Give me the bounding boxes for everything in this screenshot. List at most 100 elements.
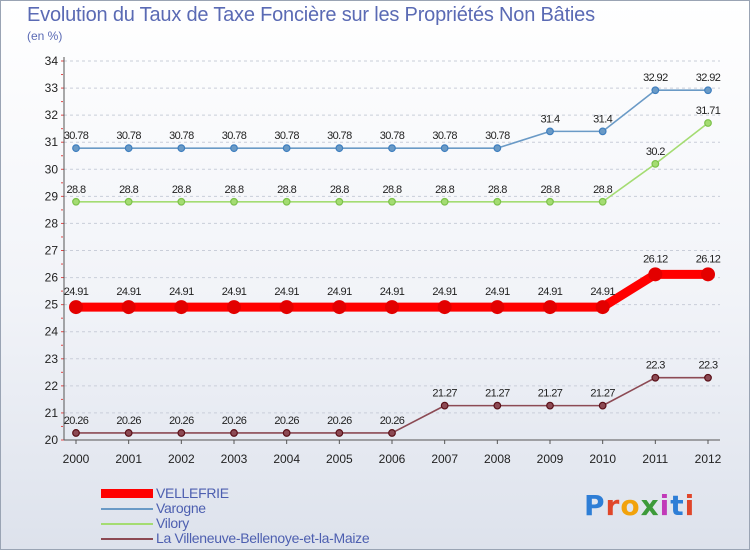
y-tick-label-31: 31 (45, 135, 59, 149)
point-varogne-2010 (598, 127, 607, 136)
logo-letter: P (584, 489, 606, 522)
point-varogne-2009 (546, 127, 554, 136)
point-vilory-2002 (177, 197, 186, 206)
y-tick-label-24: 24 (45, 325, 59, 339)
point-varogne-2003 (230, 144, 238, 153)
point-varogne-2000 (72, 144, 80, 153)
data-label-vellefrie-2006: 24.91 (380, 286, 405, 298)
x-tick-label-2005: 2005 (326, 452, 353, 466)
legend-swatch-vellefrie (101, 489, 153, 498)
point-vilory-2010 (598, 197, 607, 206)
data-label-la-villeneuve-bellenoye-et-la-maize-2007: 21.27 (432, 388, 457, 400)
point-la-villeneuve-bellenoye-et-la-maize-2009 (546, 401, 554, 410)
point-vellefrie-2005 (332, 300, 347, 315)
point-varogne-2005 (335, 144, 344, 153)
data-label-la-villeneuve-bellenoye-et-la-maize-2000: 20.26 (64, 415, 89, 427)
data-label-vilory-2004: 28.8 (277, 184, 296, 196)
logo-letter: i (684, 489, 696, 522)
x-tick-label-2009: 2009 (537, 452, 564, 466)
data-label-vellefrie-2007: 24.91 (432, 286, 457, 298)
point-varogne-2004 (282, 144, 291, 153)
point-varogne-2008 (493, 144, 502, 153)
x-tick-label-2010: 2010 (589, 452, 616, 466)
point-vellefrie-2002 (174, 300, 189, 315)
point-varogne-2002 (177, 144, 186, 153)
data-label-vilory-2011: 30.2 (646, 146, 665, 158)
data-label-la-villeneuve-bellenoye-et-la-maize-2006: 20.26 (380, 415, 405, 427)
logo-letter: i (659, 489, 671, 522)
point-varogne-2007 (440, 144, 449, 153)
data-label-vilory-2002: 28.8 (172, 184, 191, 196)
y-tick-label-23: 23 (45, 352, 59, 366)
y-tick-label-33: 33 (45, 81, 59, 95)
data-label-vilory-2005: 28.8 (330, 184, 349, 196)
x-tick-label-2012: 2012 (695, 452, 722, 466)
point-la-villeneuve-bellenoye-et-la-maize-2001 (124, 429, 133, 437)
legend-label-vellefrie: VELLEFRIE (156, 485, 229, 501)
point-vellefrie-2006 (385, 300, 399, 315)
point-vilory-2001 (124, 197, 133, 206)
data-label-la-villeneuve-bellenoye-et-la-maize-2002: 20.26 (169, 415, 194, 427)
data-label-vilory-2000: 28.8 (66, 184, 85, 196)
data-label-varogne-2010: 31.4 (593, 113, 612, 125)
legend-swatch-la-villeneuve (101, 538, 153, 540)
data-label-la-villeneuve-bellenoye-et-la-maize-2009: 21.27 (538, 388, 563, 400)
data-label-la-villeneuve-bellenoye-et-la-maize-2003: 20.26 (222, 415, 247, 427)
y-tick-label-22: 22 (45, 379, 59, 393)
point-vellefrie-2003 (227, 300, 241, 315)
data-label-la-villeneuve-bellenoye-et-la-maize-2012: 22.3 (698, 360, 717, 372)
y-tick-label-20: 20 (45, 433, 59, 447)
point-la-villeneuve-bellenoye-et-la-maize-2003 (230, 429, 238, 437)
data-label-vilory-2001: 28.8 (119, 184, 138, 196)
point-varogne-2001 (124, 144, 133, 153)
x-tick-label-2002: 2002 (168, 452, 195, 466)
point-la-villeneuve-bellenoye-et-la-maize-2002 (177, 429, 186, 437)
point-vilory-2003 (230, 197, 238, 206)
point-la-villeneuve-bellenoye-et-la-maize-2005 (335, 429, 344, 437)
data-label-vellefrie-2010: 24.91 (590, 286, 615, 298)
point-vilory-2011 (651, 159, 660, 168)
data-label-varogne-2007: 30.78 (432, 130, 457, 142)
data-label-vellefrie-2003: 24.91 (222, 286, 247, 298)
point-vellefrie-2007 (437, 300, 452, 315)
x-tick-label-2006: 2006 (379, 452, 406, 466)
x-tick-label-2000: 2000 (63, 452, 90, 466)
point-vilory-2009 (546, 197, 554, 206)
data-label-la-villeneuve-bellenoye-et-la-maize-2004: 20.26 (274, 415, 299, 427)
point-la-villeneuve-bellenoye-et-la-maize-2006 (388, 429, 396, 437)
data-label-vellefrie-2008: 24.91 (485, 286, 510, 298)
y-tick-label-34: 34 (45, 54, 59, 68)
point-vilory-2000 (72, 197, 80, 206)
data-label-vellefrie-2004: 24.91 (274, 286, 299, 298)
data-label-varogne-2011: 32.92 (643, 72, 668, 84)
data-label-vellefrie-2002: 24.91 (169, 286, 194, 298)
logo-letter: o (620, 489, 641, 522)
point-vellefrie-2010 (595, 300, 610, 315)
data-label-vellefrie-2005: 24.91 (327, 286, 352, 298)
logo-letter: t (670, 489, 685, 522)
data-label-varogne-2003: 30.78 (222, 130, 247, 142)
y-tick-label-29: 29 (45, 189, 59, 203)
x-tick-label-2003: 2003 (221, 452, 248, 466)
y-tick-label-27: 27 (45, 244, 59, 258)
legend-label-vilory: Vilory (156, 515, 189, 531)
data-label-la-villeneuve-bellenoye-et-la-maize-2010: 21.27 (590, 388, 615, 400)
data-label-la-villeneuve-bellenoye-et-la-maize-2008: 21.27 (485, 388, 510, 400)
proxiti-logo: Proxiti (584, 489, 695, 522)
point-la-villeneuve-bellenoye-et-la-maize-2012 (704, 373, 712, 382)
data-label-vellefrie-2009: 24.91 (538, 286, 563, 298)
y-tick-label-26: 26 (45, 271, 59, 285)
point-vellefrie-2009 (543, 300, 557, 315)
point-la-villeneuve-bellenoye-et-la-maize-2004 (282, 429, 291, 437)
data-label-varogne-2002: 30.78 (169, 130, 194, 142)
x-tick-label-2008: 2008 (484, 452, 511, 466)
y-tick-label-28: 28 (45, 216, 59, 230)
y-tick-label-25: 25 (45, 298, 59, 312)
chart-title: Evolution du Taux de Taxe Foncière sur l… (27, 4, 595, 26)
logo-letter: x (640, 489, 660, 522)
legend-label-varogne: Varogne (156, 500, 206, 516)
data-label-varogne-2009: 31.4 (540, 113, 559, 125)
point-vellefrie-2001 (121, 300, 136, 315)
x-tick-label-2011: 2011 (642, 452, 668, 466)
data-label-vellefrie-2012: 26.12 (696, 253, 721, 265)
